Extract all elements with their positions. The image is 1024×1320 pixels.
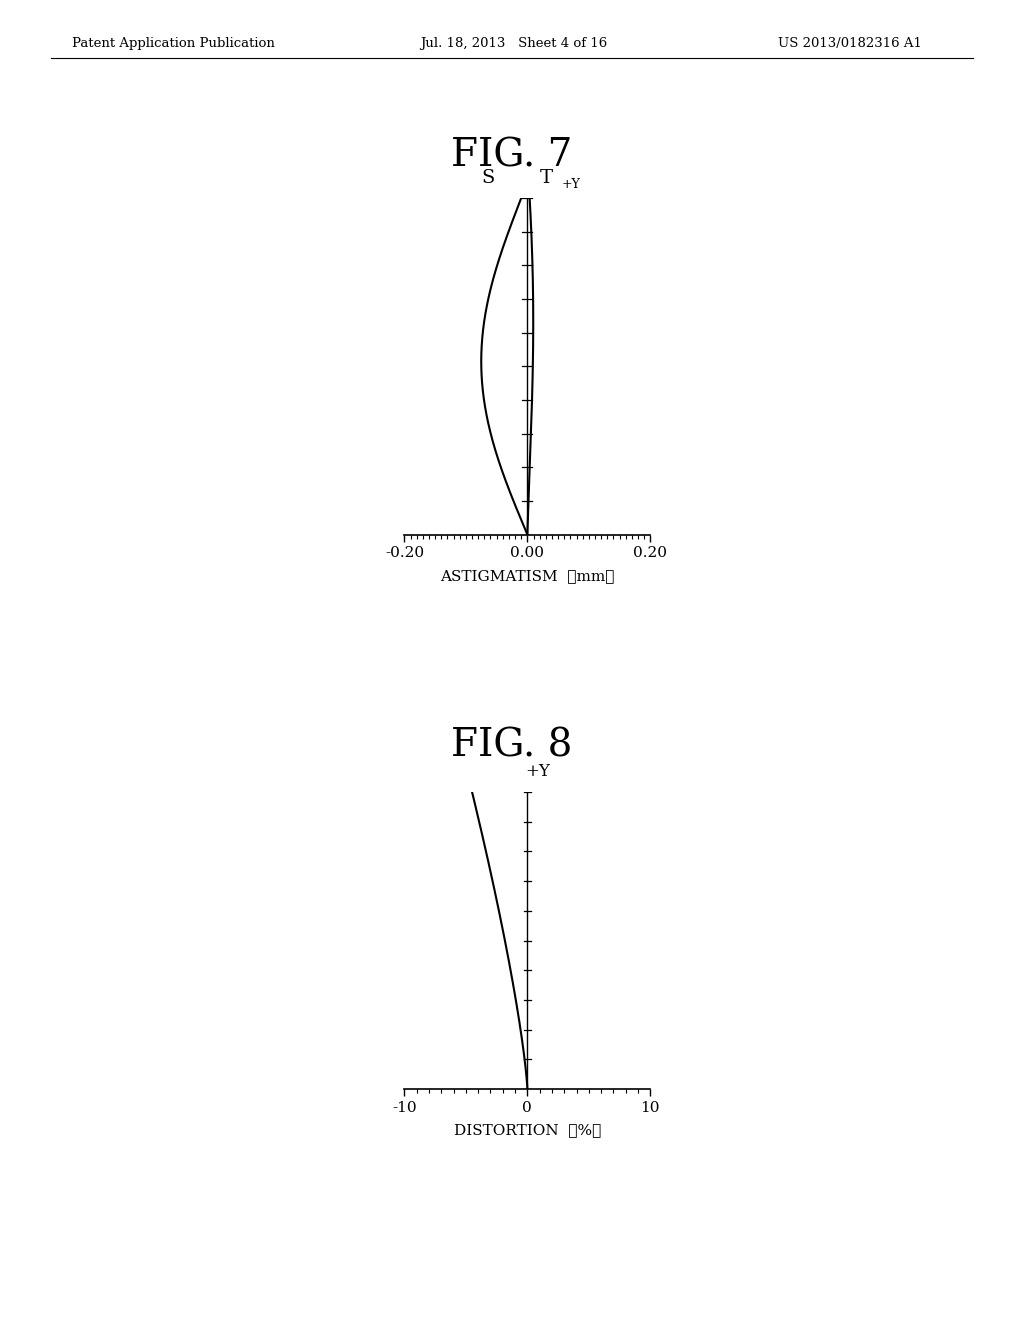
Text: US 2013/0182316 A1: US 2013/0182316 A1 (778, 37, 923, 50)
Text: S: S (482, 169, 495, 187)
Text: T: T (540, 169, 553, 187)
Text: FIG. 7: FIG. 7 (452, 137, 572, 174)
Text: Jul. 18, 2013   Sheet 4 of 16: Jul. 18, 2013 Sheet 4 of 16 (420, 37, 607, 50)
Text: +Y: +Y (561, 178, 580, 191)
Text: +Y: +Y (525, 763, 550, 780)
X-axis label: ASTIGMATISM  （mm）: ASTIGMATISM （mm） (440, 569, 614, 582)
Text: Patent Application Publication: Patent Application Publication (72, 37, 274, 50)
X-axis label: DISTORTION  （%）: DISTORTION （%） (454, 1123, 601, 1137)
Text: FIG. 8: FIG. 8 (452, 727, 572, 764)
